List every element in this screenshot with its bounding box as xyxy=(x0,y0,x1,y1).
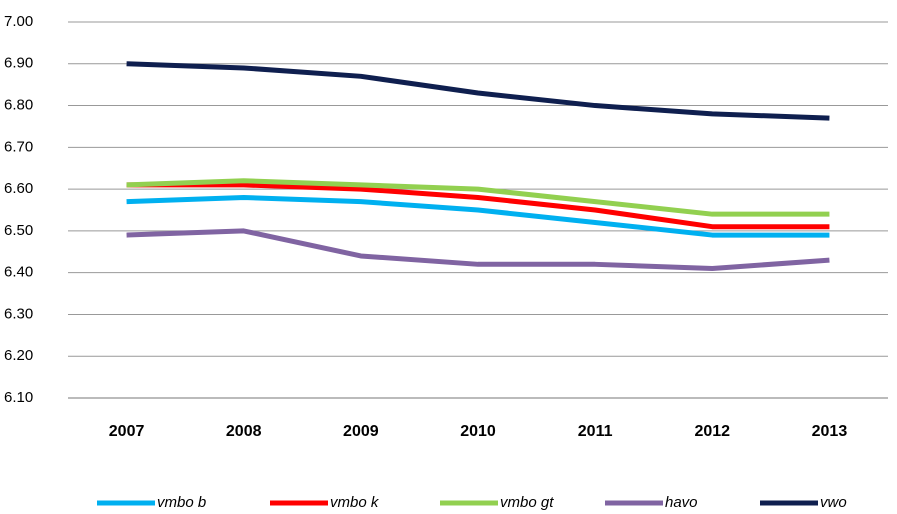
y-tick-label: 6.50 xyxy=(4,222,33,239)
x-tick-label: 2013 xyxy=(812,423,848,440)
x-tick-label: 2009 xyxy=(343,423,379,440)
series-line xyxy=(126,178,830,217)
series-line xyxy=(126,194,830,238)
x-tick-label: 2011 xyxy=(578,423,613,440)
legend-label: vmbo b xyxy=(157,494,206,511)
legend-label: vwo xyxy=(820,494,847,511)
y-tick-label: 6.70 xyxy=(4,138,33,155)
legend-label: vmbo k xyxy=(330,494,380,511)
x-tick-label: 2010 xyxy=(460,423,496,440)
y-tick-label: 6.10 xyxy=(4,389,33,406)
x-tick-label: 2007 xyxy=(109,423,145,440)
x-tick-label: 2008 xyxy=(226,423,262,440)
y-tick-label: 6.80 xyxy=(4,97,33,114)
series-line xyxy=(126,61,830,121)
x-tick-label: 2012 xyxy=(694,423,730,440)
y-tick-label: 6.40 xyxy=(4,264,33,281)
y-tick-label: 6.20 xyxy=(4,347,33,364)
y-tick-label: 6.60 xyxy=(4,180,33,197)
y-tick-label: 6.30 xyxy=(4,305,33,322)
legend-label: havo xyxy=(665,494,698,511)
y-tick-label: 6.90 xyxy=(4,55,33,72)
series-line xyxy=(126,182,830,230)
series-line xyxy=(126,228,830,271)
legend-label: vmbo gt xyxy=(500,494,554,511)
y-tick-label: 7.00 xyxy=(4,13,33,30)
